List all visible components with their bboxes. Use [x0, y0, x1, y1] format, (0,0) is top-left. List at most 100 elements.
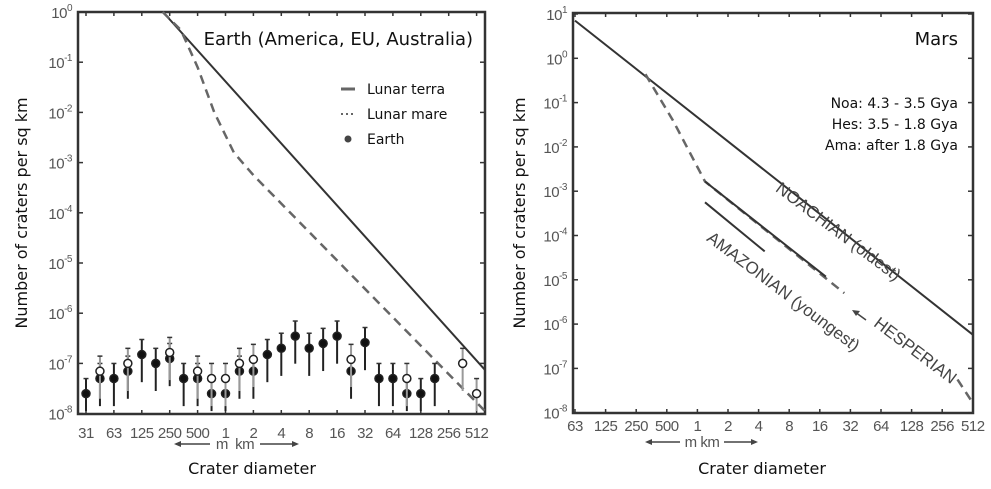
y-tick-exponent: -2 [559, 138, 568, 149]
y-tick-label: 10-2 [543, 138, 568, 157]
y-tick-exponent: -3 [64, 154, 73, 165]
y-tick-label: 10-1 [48, 53, 73, 72]
series-line-upper-bound [574, 19, 974, 336]
x-tick-label: 256 [930, 418, 954, 435]
y-tick-label: 10-6 [48, 304, 73, 323]
earth-data-point [374, 373, 384, 384]
earth-data-point-open [234, 358, 245, 369]
x-tick-label: 8 [305, 425, 313, 442]
y-tick-label: 10-8 [543, 404, 568, 423]
earth-data-point [318, 338, 328, 349]
earth-data-point-open [164, 347, 175, 358]
y-tick-label: 10-4 [48, 204, 73, 223]
legend-dot-swatch [344, 135, 352, 143]
x-tick-label: 16 [329, 425, 345, 442]
y-tick-exponent: 1 [562, 5, 568, 16]
y-tick-label: 10-8 [48, 405, 73, 424]
earth-data-point [178, 373, 189, 384]
y-tick-label: 100 [546, 49, 568, 68]
y-tick-label: 10-7 [48, 354, 73, 373]
earth-data-point [290, 331, 300, 341]
y-tick-exponent: -1 [64, 53, 73, 64]
earth-data-point-open [123, 358, 133, 369]
x-tick-label: 250 [624, 418, 648, 435]
y-tick-label: 10-4 [543, 227, 568, 246]
legend: Lunar terra Lunar mare Earth [341, 82, 447, 148]
earth-data-point-open [220, 373, 231, 384]
legend-lunar-mare: Lunar mare [367, 107, 447, 123]
x-tick-label: 128 [409, 425, 433, 442]
x-tick-label: 2 [724, 418, 732, 435]
earth-data-point [276, 343, 287, 354]
mars-x-axis-label: Crater diameter [698, 459, 826, 478]
x-tick-label: 500 [186, 425, 210, 442]
earth-data-point [430, 373, 440, 384]
y-tick-exponent: -8 [559, 404, 568, 415]
x-tick-label: 64 [873, 418, 889, 435]
earth-unit-label: m km [216, 436, 254, 453]
earth-plot: 31 63 125 250 500 1 2 4 8 16 32 64 128 256 512 100 10-1 1… [48, 3, 489, 442]
earth-data-point-open [402, 373, 412, 384]
x-tick-label: 1 [222, 425, 230, 442]
earth-data-point [332, 331, 342, 341]
mars-unit-label: m km [685, 434, 720, 451]
y-tick-label: 10-7 [543, 359, 568, 378]
x-tick-label: 63 [567, 418, 583, 435]
x-tick-label: 8 [785, 418, 793, 435]
x-tick-label: 63 [106, 425, 122, 442]
earth-data-point [304, 343, 314, 354]
earth-data-point [109, 373, 119, 384]
y-tick-exponent: -2 [64, 103, 73, 114]
x-tick-label: 4 [277, 425, 285, 442]
x-tick-label: 500 [655, 418, 679, 435]
earth-data-point-open [471, 388, 482, 399]
amazonian-label: AMAZONIAN (youngest) [703, 228, 863, 355]
x-tick-label: 4 [755, 418, 763, 435]
earth-data-point-open [457, 358, 468, 369]
earth-plot-title: Earth (America, EU, Australia) [204, 29, 473, 50]
x-tick-label: 512 [961, 418, 985, 435]
earth-data-point [151, 358, 161, 369]
x-tick-label: 256 [437, 425, 461, 442]
hesperian-annotation: HESPERIAN [852, 310, 960, 388]
earth-data-point [416, 388, 426, 399]
x-tick-label: 32 [357, 425, 373, 442]
y-tick-label: 10-3 [48, 154, 73, 173]
x-tick-label: 32 [843, 418, 859, 435]
mars-note-hesperian: Hes: 3.5 - 1.8 Gya [832, 117, 958, 133]
x-tick-label: 64 [385, 425, 401, 442]
earth-data-point [388, 373, 398, 384]
earth-y-axis-label: Number of craters per sq km [12, 97, 31, 328]
x-tick-label: 2 [249, 425, 257, 442]
series-line-lunar-terra [162, 11, 486, 371]
series-line-noachian [704, 180, 827, 278]
mars-unit-arrow: m km [645, 434, 758, 451]
y-tick-label: 10-1 [543, 94, 568, 113]
earth-data-point [262, 349, 273, 360]
earth-unit-arrow: m km [174, 436, 299, 453]
mars-plot-title: Mars [915, 29, 958, 50]
y-tick-exponent: -7 [64, 354, 73, 365]
y-tick-exponent: -3 [559, 182, 568, 193]
y-tick-label: 10-5 [543, 271, 568, 290]
x-tick-label: 16 [812, 418, 828, 435]
y-tick-exponent: -5 [64, 254, 73, 265]
earth-data-point-open [206, 373, 217, 384]
mars-note-noachian: Noa: 4.3 - 3.5 Gya [831, 96, 958, 112]
hesperian-label: HESPERIAN [870, 313, 960, 387]
y-tick-exponent: -4 [64, 204, 73, 215]
earth-data-point-open [346, 354, 356, 365]
y-tick-label: 10-5 [48, 254, 73, 273]
series-line-amazonian [704, 201, 766, 253]
y-tick-exponent: 0 [67, 3, 73, 14]
x-tick-label: 125 [594, 418, 618, 435]
earth-x-axis-label: Crater diameter [188, 459, 316, 478]
y-tick-label: 100 [51, 3, 73, 22]
x-tick-label: 512 [465, 425, 489, 442]
legend-earth: Earth [367, 132, 405, 148]
earth-data-point [137, 349, 147, 360]
earth-data-point [81, 388, 91, 399]
arrow-left-icon [852, 310, 860, 316]
y-tick-exponent: -6 [559, 315, 568, 326]
